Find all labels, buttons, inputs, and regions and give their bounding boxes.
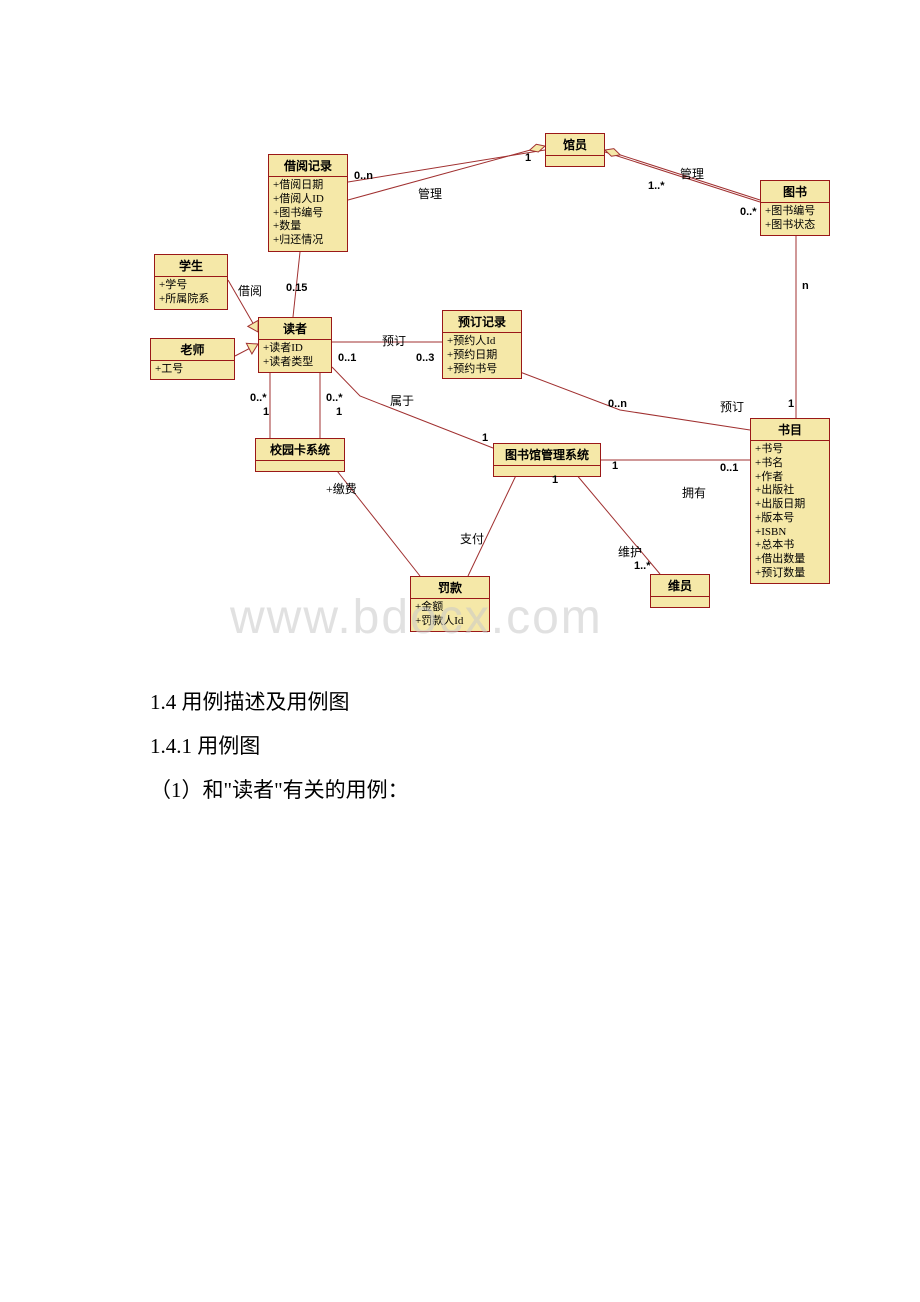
association-label: 借阅 <box>238 282 262 299</box>
class-attribute: +作者 <box>755 471 825 485</box>
heading-1-4: 1.4 用例描述及用例图 <box>150 680 920 724</box>
class-attribute: +图书编号 <box>765 205 825 219</box>
class-attribute: +图书状态 <box>765 219 825 233</box>
class-campus-card-system: 校园卡系统 <box>255 438 345 472</box>
association-label: 管理 <box>680 165 704 182</box>
association-label: 管理 <box>418 185 442 202</box>
multiplicity: 1 <box>552 474 558 486</box>
class-book: 图书+图书编号+图书状态 <box>760 180 830 236</box>
class-borrow-record: 借阅记录+借阅日期+借阅人ID+图书编号+数量+归还情况 <box>268 154 348 252</box>
class-student: 学生+学号+所属院系 <box>154 254 228 310</box>
class-attribute: +预约书号 <box>447 363 517 377</box>
class-title: 书目+书号+书名+作者+出版社+出版日期+版本号+ISBN+总本书+借出数量+预… <box>750 418 830 584</box>
multiplicity: 1 <box>263 406 269 418</box>
class-fine: 罚款+金额+罚款人Id <box>410 576 490 632</box>
class-attribute: +借阅日期 <box>273 179 343 193</box>
association-label: 拥有 <box>682 484 706 501</box>
class-diagram: 馆员 借阅记录+借阅日期+借阅人ID+图书编号+数量+归还情况 图书+图书编号+… <box>0 0 920 680</box>
association-label: 预订 <box>382 332 406 349</box>
class-attribute: +借出数量 <box>755 553 825 567</box>
association-label: +缴费 <box>326 480 357 497</box>
class-attribute: +图书编号 <box>273 207 343 221</box>
association-label: 预订 <box>720 398 744 415</box>
body-text: 1.4 用例描述及用例图 1.4.1 用例图 （1）和"读者"有关的用例： <box>0 680 920 812</box>
multiplicity: 0..n <box>354 170 373 182</box>
multiplicity: 0..* <box>326 392 343 404</box>
multiplicity: 0..1 <box>338 352 356 364</box>
multiplicity: 0..1 <box>720 462 738 474</box>
multiplicity: 1 <box>788 398 794 410</box>
multiplicity: 1 <box>612 460 618 472</box>
multiplicity: 1 <box>525 152 531 164</box>
class-reserve-record: 预订记录+预约人Id+预约日期+预约书号 <box>442 310 522 379</box>
class-attribute: +出版社 <box>755 484 825 498</box>
multiplicity: 1 <box>482 432 488 444</box>
class-attribute: +总本书 <box>755 539 825 553</box>
class-attribute: +预订数量 <box>755 567 825 581</box>
multiplicity: 1..* <box>648 180 665 192</box>
association-label: 支付 <box>460 530 484 547</box>
class-attribute: +ISBN <box>755 526 825 540</box>
multiplicity: 0..* <box>250 392 267 404</box>
class-attribute: +书号 <box>755 443 825 457</box>
multiplicity: 1 <box>336 406 342 418</box>
multiplicity: 0..* <box>740 206 757 218</box>
class-attribute: +学号 <box>159 279 223 293</box>
class-attribute: +借阅人ID <box>273 193 343 207</box>
multiplicity: n <box>802 280 809 292</box>
association-label: 维护 <box>618 543 642 560</box>
association-label: 属于 <box>390 392 414 409</box>
class-attribute: +读者ID <box>263 342 327 356</box>
class-librarian: 馆员 <box>545 133 605 167</box>
class-attribute: +预约日期 <box>447 349 517 363</box>
multiplicity: 0.15 <box>286 282 307 294</box>
class-attribute: +归还情况 <box>273 234 343 248</box>
class-attribute: +数量 <box>273 220 343 234</box>
heading-1-4-1: 1.4.1 用例图 <box>150 724 920 768</box>
class-attribute: +书名 <box>755 457 825 471</box>
class-attribute: +罚款人Id <box>415 615 485 629</box>
class-attribute: +所属院系 <box>159 293 223 307</box>
class-library-system: 图书馆管理系统 <box>493 443 601 477</box>
class-attribute: +工号 <box>155 363 230 377</box>
paragraph-reader-usecases: （1）和"读者"有关的用例： <box>150 768 920 812</box>
class-attribute: +出版日期 <box>755 498 825 512</box>
class-teacher: 老师+工号 <box>150 338 235 380</box>
class-attribute: +金额 <box>415 601 485 615</box>
class-maintainer: 维员 <box>650 574 710 608</box>
class-attribute: +读者类型 <box>263 356 327 370</box>
class-attribute: +版本号 <box>755 512 825 526</box>
multiplicity: 0..n <box>608 398 627 410</box>
multiplicity: 1..* <box>634 560 651 572</box>
multiplicity: 0..3 <box>416 352 434 364</box>
class-attribute: +预约人Id <box>447 335 517 349</box>
class-reader: 读者+读者ID+读者类型 <box>258 317 332 373</box>
